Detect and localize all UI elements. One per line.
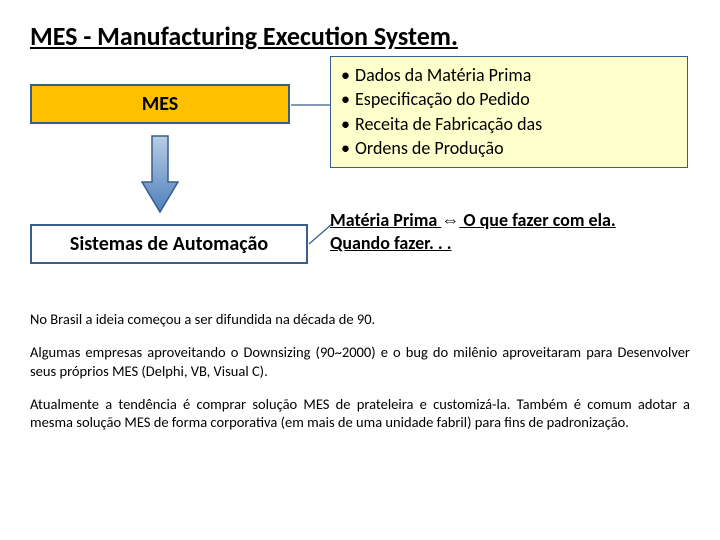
bullet-item: •Ordens de Produção bbox=[341, 136, 677, 160]
bullet-item: •Receita de Fabricação das bbox=[341, 112, 677, 136]
materia-line2: Quando fazer. . . bbox=[330, 232, 700, 255]
materia-part1: Matéria Prima bbox=[330, 209, 441, 231]
double-arrow-icon: ⇔ bbox=[441, 209, 459, 231]
bullet-item: •Especificação do Pedido bbox=[341, 87, 677, 111]
page-title: MES - Manufacturing Execution System. bbox=[30, 20, 690, 52]
bullets-box: •Dados da Matéria Prima •Especificação d… bbox=[330, 56, 688, 168]
paragraph: No Brasil a ideia começou a ser difundid… bbox=[30, 310, 690, 329]
mes-box: MES bbox=[30, 84, 290, 124]
down-arrow-icon bbox=[140, 134, 180, 214]
materia-text: Matéria Prima ⇔ O que fazer com ela. Qua… bbox=[330, 209, 700, 256]
automation-box-label: Sistemas de Automação bbox=[70, 232, 268, 256]
paragraph: Atualmente a tendência é comprar solução… bbox=[30, 395, 690, 433]
mes-box-label: MES bbox=[142, 92, 179, 116]
automation-box: Sistemas de Automação bbox=[30, 224, 308, 264]
diagram-area: MES Sistemas de Automação •Dados da Maté… bbox=[30, 64, 690, 304]
bullet-item: •Dados da Matéria Prima bbox=[341, 63, 677, 87]
body-paragraphs: No Brasil a ideia começou a ser difundid… bbox=[30, 310, 690, 432]
paragraph: Algumas empresas aproveitando o Downsizi… bbox=[30, 343, 690, 381]
materia-part2: O que fazer com ela. bbox=[459, 209, 615, 231]
